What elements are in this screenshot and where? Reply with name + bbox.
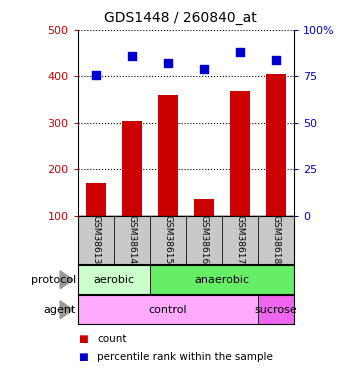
Polygon shape <box>60 271 73 289</box>
Text: count: count <box>97 334 127 344</box>
Bar <box>258 295 294 324</box>
Bar <box>186 216 222 264</box>
Point <box>273 57 279 63</box>
Text: protocol: protocol <box>31 275 76 285</box>
Text: GDS1448 / 260840_at: GDS1448 / 260840_at <box>104 11 257 25</box>
Bar <box>222 216 258 264</box>
Text: GSM38613: GSM38613 <box>91 215 100 265</box>
Bar <box>258 216 294 264</box>
Text: aerobic: aerobic <box>93 275 134 285</box>
Bar <box>150 216 186 264</box>
Bar <box>86 183 105 216</box>
Point <box>129 53 135 59</box>
Text: GSM38614: GSM38614 <box>127 215 136 265</box>
Bar <box>78 216 114 264</box>
Bar <box>150 265 294 294</box>
Point <box>165 60 171 66</box>
Point <box>201 66 207 72</box>
Bar <box>266 74 286 216</box>
Bar <box>158 95 178 216</box>
Text: sucrose: sucrose <box>255 305 297 315</box>
Text: GSM38616: GSM38616 <box>200 215 208 265</box>
Text: ■: ■ <box>78 352 87 362</box>
Text: GSM38617: GSM38617 <box>236 215 244 265</box>
Bar <box>230 91 250 216</box>
Polygon shape <box>60 301 73 319</box>
Text: control: control <box>149 305 187 315</box>
Bar <box>122 122 142 216</box>
Text: ■: ■ <box>78 334 87 344</box>
Text: GSM38615: GSM38615 <box>164 215 172 265</box>
Text: GSM38618: GSM38618 <box>272 215 280 265</box>
Text: agent: agent <box>43 305 76 315</box>
Point <box>93 72 99 78</box>
Text: percentile rank within the sample: percentile rank within the sample <box>97 352 273 362</box>
Bar <box>78 295 258 324</box>
Text: anaerobic: anaerobic <box>195 275 249 285</box>
Bar <box>114 216 150 264</box>
Bar <box>194 200 214 216</box>
Bar <box>78 265 150 294</box>
Point <box>237 49 243 55</box>
